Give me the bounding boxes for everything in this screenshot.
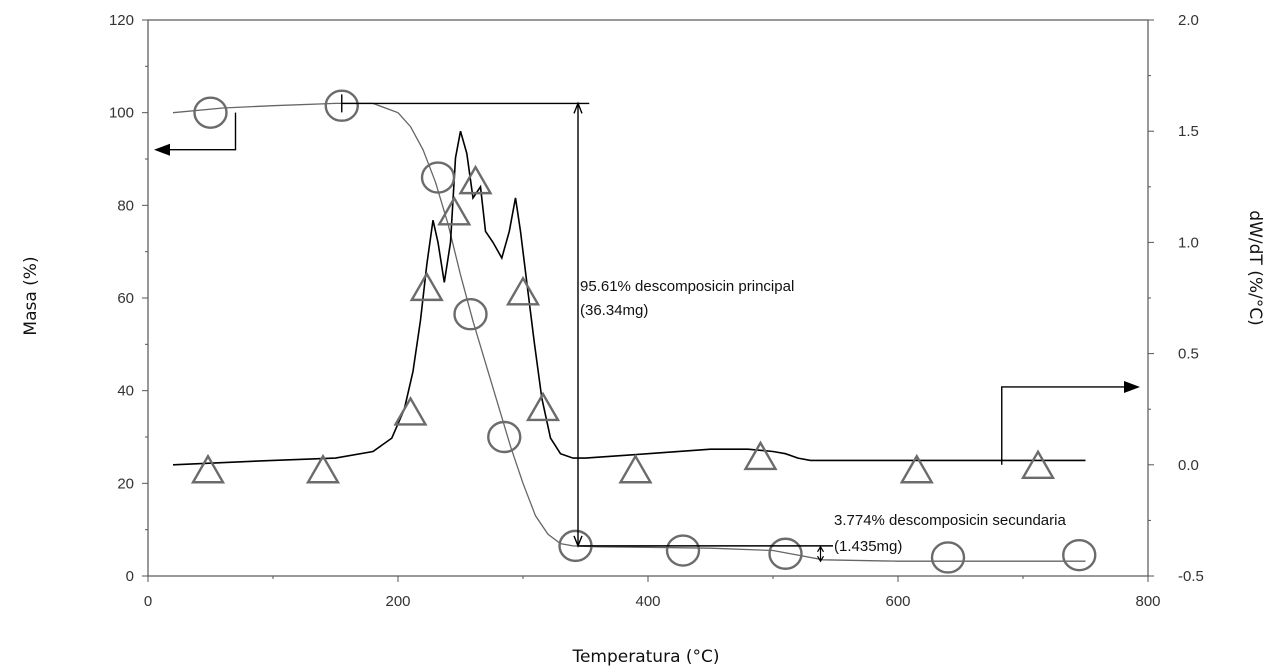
y-tick-label: 40 bbox=[117, 383, 134, 400]
y-tick-label: 100 bbox=[109, 105, 134, 122]
x-axis-title: Temperatura (°C) bbox=[571, 647, 719, 667]
mass-marker-circle bbox=[453, 298, 488, 331]
mass-curve bbox=[172, 102, 1086, 562]
derivative-marker-triangle bbox=[1020, 449, 1056, 479]
y-tick-label: 120 bbox=[109, 12, 134, 29]
plot-frame bbox=[147, 19, 1149, 577]
derivative-marker-triangle bbox=[305, 453, 341, 484]
data-series bbox=[172, 102, 1086, 562]
measurement-lines bbox=[341, 94, 833, 563]
mass-marker-circle bbox=[324, 89, 359, 122]
mass-marker-circle bbox=[487, 420, 522, 454]
x-tick-label: 800 bbox=[1135, 593, 1160, 610]
y2-tick-label: 0.0 bbox=[1178, 457, 1199, 474]
x-tick-label: 400 bbox=[635, 593, 660, 610]
y2-tick-label: 1.0 bbox=[1178, 234, 1199, 251]
x-tick-label: 600 bbox=[885, 593, 910, 610]
secondary-arrowhead-bottom bbox=[816, 555, 825, 563]
derivative-marker-triangle bbox=[409, 271, 444, 302]
y-tick-label: 80 bbox=[117, 197, 134, 214]
axis-ticks: 0 200 400 600 800 0 20 40 60 80 100 120 -0.5 0.0 0.5 1.… bbox=[109, 12, 1204, 610]
derivative-marker-triangle bbox=[458, 164, 493, 195]
y2-tick-label: 0.5 bbox=[1178, 346, 1199, 363]
y-tick-label: 60 bbox=[117, 290, 134, 307]
data-markers bbox=[190, 89, 1097, 574]
main-dimension-arrowhead-top bbox=[573, 101, 583, 114]
annotation-secondary-line1: 3.774% descomposicin secundaria bbox=[834, 512, 1066, 529]
derivative-marker-triangle bbox=[743, 440, 778, 471]
mass-marker-circle bbox=[665, 534, 701, 567]
derivative-marker-triangle bbox=[393, 396, 428, 426]
x-tick-label: 0 bbox=[144, 593, 152, 610]
right-axis-pointer-line bbox=[1001, 386, 1126, 465]
plot-area-border bbox=[147, 19, 1149, 577]
left-axis-pointer-line bbox=[168, 112, 237, 151]
mass-marker-circle bbox=[1062, 538, 1097, 572]
mass-marker-circle bbox=[930, 541, 966, 574]
derivative-marker-triangle bbox=[505, 275, 541, 306]
y-tick-label: 0 bbox=[126, 568, 134, 585]
left-axis-arrowhead bbox=[154, 143, 170, 156]
right-axis-arrowhead bbox=[1124, 380, 1140, 393]
derivative-marker-triangle bbox=[437, 195, 472, 226]
derivative-marker-triangle bbox=[190, 453, 226, 484]
y2-tick-label: 1.5 bbox=[1178, 123, 1199, 140]
mass-marker-circle bbox=[420, 161, 456, 194]
derivative-marker-triangle bbox=[525, 391, 561, 422]
y-axis-title: Masa (%) bbox=[21, 256, 41, 335]
annotation-secondary-line2: (1.435mg) bbox=[834, 538, 902, 555]
secondary-arrowhead-top bbox=[816, 545, 825, 553]
y2-axis-title: dW/dT (%/°C) bbox=[1245, 210, 1265, 325]
x-tick-label: 200 bbox=[385, 593, 410, 610]
annotation-main-line1: 95.61% descomposicin principal bbox=[580, 278, 794, 295]
derivative-marker-triangle bbox=[618, 453, 653, 484]
y2-tick-label: 2.0 bbox=[1178, 12, 1199, 29]
y2-tick-label: -0.5 bbox=[1178, 568, 1204, 585]
y-tick-label: 20 bbox=[117, 475, 134, 492]
annotation-main-line2: (36.34mg) bbox=[580, 302, 648, 319]
derivative-curve bbox=[172, 130, 1086, 466]
mass-marker-circle bbox=[768, 537, 803, 570]
axis-indicator-arrows bbox=[154, 112, 1140, 465]
mass-marker-circle bbox=[193, 96, 228, 129]
derivative-marker-triangle bbox=[899, 453, 934, 484]
